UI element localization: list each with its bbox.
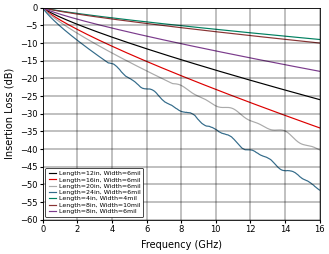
Length=8in, Width=6mil — [217, 50, 221, 53]
Length=16in, Width=6mil — [317, 126, 321, 129]
Length=16in, Width=6mil — [41, 6, 45, 9]
Line: Length=20in, Width=6mil: Length=20in, Width=6mil — [43, 8, 319, 150]
Length=4in, Width=4mil — [58, 9, 62, 12]
Line: Length=4in, Width=4mil: Length=4in, Width=4mil — [43, 8, 319, 39]
Line: Length=24in, Width=6mil: Length=24in, Width=6mil — [43, 8, 319, 190]
Length=24in, Width=6mil — [279, 168, 283, 171]
Length=4in, Width=4mil — [279, 34, 283, 37]
Length=12in, Width=6mil — [58, 15, 62, 19]
Length=24in, Width=6mil — [202, 123, 206, 126]
Length=24in, Width=6mil — [58, 24, 62, 27]
Length=4in, Width=4mil — [251, 31, 255, 35]
Length=4in, Width=4mil — [41, 6, 45, 9]
Length=24in, Width=6mil — [217, 130, 221, 133]
Y-axis label: Insertion Loss (dB): Insertion Loss (dB) — [4, 68, 14, 159]
Length=8in, Width=10mil — [58, 10, 62, 13]
Length=8in, Width=6mil — [41, 6, 45, 9]
Length=12in, Width=6mil — [41, 6, 45, 9]
Length=8in, Width=6mil — [279, 62, 283, 66]
Length=20in, Width=6mil — [217, 106, 221, 109]
Line: Length=8in, Width=10mil: Length=8in, Width=10mil — [43, 8, 319, 43]
Length=8in, Width=6mil — [317, 70, 321, 73]
Length=4in, Width=4mil — [217, 28, 221, 31]
Length=24in, Width=6mil — [251, 149, 255, 152]
Length=8in, Width=10mil — [279, 37, 283, 40]
Length=20in, Width=6mil — [317, 148, 321, 151]
Length=16in, Width=6mil — [202, 83, 206, 86]
Length=8in, Width=10mil — [251, 34, 255, 37]
Length=16in, Width=6mil — [58, 18, 62, 21]
Length=8in, Width=6mil — [251, 57, 255, 60]
Length=20in, Width=6mil — [251, 120, 255, 123]
Length=4in, Width=4mil — [202, 26, 206, 29]
Length=8in, Width=10mil — [209, 30, 213, 33]
Line: Length=8in, Width=6mil: Length=8in, Width=6mil — [43, 8, 319, 71]
Length=12in, Width=6mil — [317, 98, 321, 101]
Length=20in, Width=6mil — [202, 97, 206, 100]
Length=8in, Width=6mil — [202, 47, 206, 50]
Length=8in, Width=6mil — [209, 49, 213, 52]
Length=20in, Width=6mil — [279, 129, 283, 132]
Length=8in, Width=10mil — [202, 29, 206, 32]
Length=24in, Width=6mil — [209, 125, 213, 129]
Length=12in, Width=6mil — [217, 70, 221, 73]
Length=16in, Width=6mil — [217, 89, 221, 92]
Length=20in, Width=6mil — [41, 6, 45, 9]
Length=12in, Width=6mil — [251, 80, 255, 83]
Length=24in, Width=6mil — [317, 188, 321, 192]
Length=4in, Width=4mil — [209, 27, 213, 30]
Length=20in, Width=6mil — [209, 101, 213, 104]
Length=12in, Width=6mil — [209, 67, 213, 70]
Legend: Length=12in, Width=6mil, Length=16in, Width=6mil, Length=20in, Width=6mil, Lengt: Length=12in, Width=6mil, Length=16in, Wi… — [45, 168, 143, 217]
Length=16in, Width=6mil — [209, 86, 213, 89]
Length=20in, Width=6mil — [58, 21, 62, 24]
Length=12in, Width=6mil — [202, 65, 206, 68]
Length=8in, Width=10mil — [317, 41, 321, 44]
Length=8in, Width=10mil — [41, 6, 45, 9]
X-axis label: Frequency (GHz): Frequency (GHz) — [141, 240, 222, 250]
Length=24in, Width=6mil — [41, 6, 45, 9]
Length=4in, Width=4mil — [317, 38, 321, 41]
Line: Length=16in, Width=6mil: Length=16in, Width=6mil — [43, 8, 319, 128]
Length=8in, Width=6mil — [58, 13, 62, 16]
Length=16in, Width=6mil — [279, 113, 283, 116]
Length=8in, Width=10mil — [217, 30, 221, 34]
Line: Length=12in, Width=6mil: Length=12in, Width=6mil — [43, 8, 319, 100]
Length=12in, Width=6mil — [279, 87, 283, 90]
Length=16in, Width=6mil — [251, 102, 255, 105]
